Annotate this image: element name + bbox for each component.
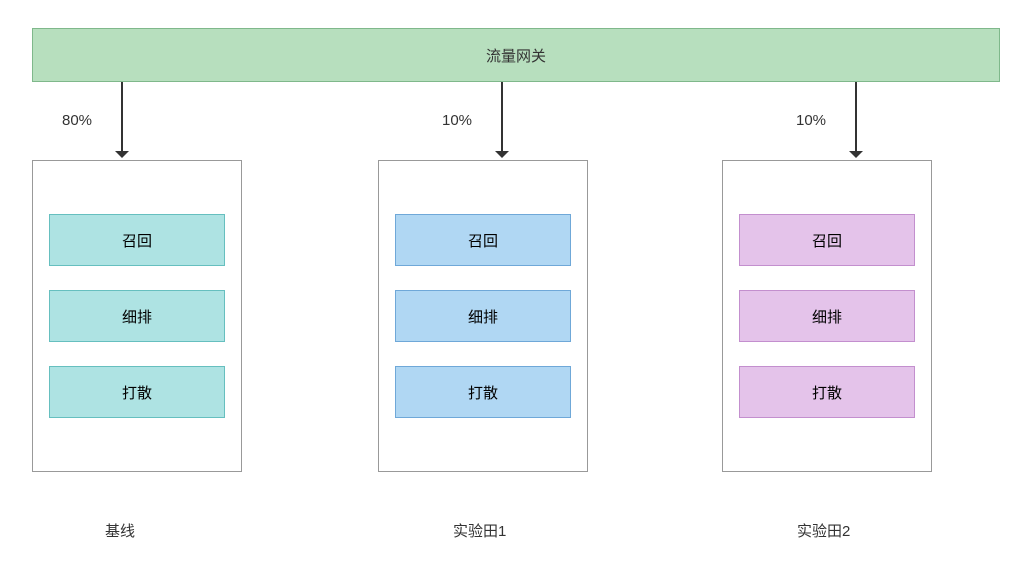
- arrow-head-baseline: [115, 151, 129, 158]
- arrow-head-exp2: [849, 151, 863, 158]
- branch-label-exp2: 实验田2: [797, 520, 850, 541]
- branch-box-exp1: 召回细排打散: [378, 160, 588, 472]
- stage-exp1-1: 细排: [395, 290, 571, 342]
- stage-baseline-1: 细排: [49, 290, 225, 342]
- stage-baseline-2: 打散: [49, 366, 225, 418]
- stage-baseline-0: 召回: [49, 214, 225, 266]
- percent-label-baseline: 80%: [62, 112, 92, 129]
- arrow-head-exp1: [495, 151, 509, 158]
- percent-label-exp1: 10%: [442, 112, 472, 129]
- branch-box-exp2: 召回细排打散: [722, 160, 932, 472]
- stage-label: 召回: [468, 230, 498, 251]
- stage-exp2-0: 召回: [739, 214, 915, 266]
- stage-label: 打散: [468, 382, 498, 403]
- stage-label: 细排: [812, 306, 842, 327]
- gateway-label: 流量网关: [486, 45, 546, 66]
- stage-exp2-1: 细排: [739, 290, 915, 342]
- stage-exp1-0: 召回: [395, 214, 571, 266]
- percent-label-exp2: 10%: [796, 112, 826, 129]
- traffic-gateway: 流量网关: [32, 28, 1000, 82]
- branch-label-baseline: 基线: [105, 520, 135, 541]
- stage-label: 召回: [122, 230, 152, 251]
- stage-exp2-2: 打散: [739, 366, 915, 418]
- stage-label: 细排: [468, 306, 498, 327]
- branch-label-exp1: 实验田1: [453, 520, 506, 541]
- stage-label: 细排: [122, 306, 152, 327]
- stage-label: 打散: [812, 382, 842, 403]
- stage-label: 打散: [122, 382, 152, 403]
- stage-label: 召回: [812, 230, 842, 251]
- branch-box-baseline: 召回细排打散: [32, 160, 242, 472]
- stage-exp1-2: 打散: [395, 366, 571, 418]
